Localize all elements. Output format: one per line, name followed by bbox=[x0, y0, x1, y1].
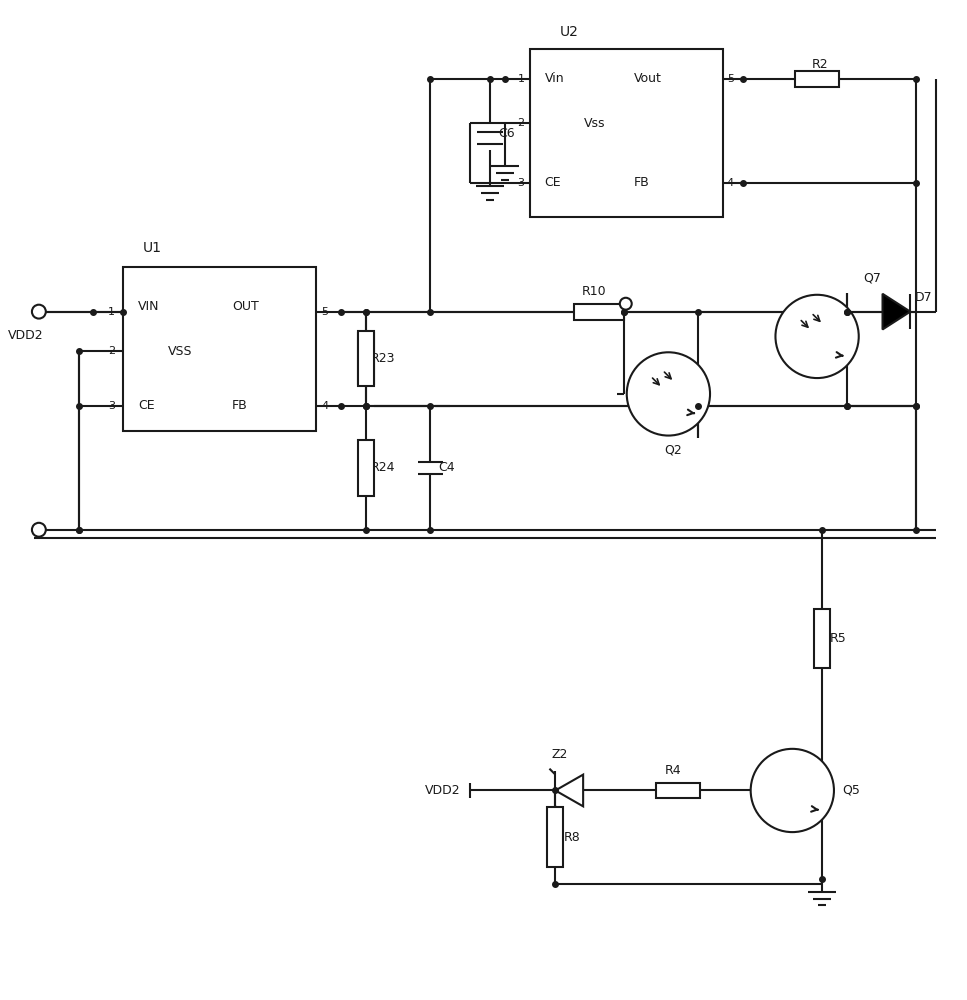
Text: R24: R24 bbox=[371, 461, 396, 474]
Text: R4: R4 bbox=[665, 764, 682, 777]
Text: Vout: Vout bbox=[633, 72, 661, 85]
Text: 4: 4 bbox=[321, 401, 329, 411]
Text: C6: C6 bbox=[498, 127, 514, 140]
Text: 1: 1 bbox=[517, 74, 525, 84]
Text: Vss: Vss bbox=[584, 117, 605, 130]
Bar bbox=[657, 783, 700, 798]
Bar bbox=[574, 304, 624, 320]
Circle shape bbox=[776, 295, 859, 378]
Text: Q5: Q5 bbox=[842, 784, 860, 797]
Text: R10: R10 bbox=[582, 285, 606, 298]
Polygon shape bbox=[555, 775, 583, 806]
Text: Vin: Vin bbox=[544, 72, 564, 85]
Text: 1: 1 bbox=[108, 307, 115, 317]
Bar bbox=[123, 267, 316, 431]
Bar bbox=[814, 609, 830, 668]
Text: Q7: Q7 bbox=[864, 272, 882, 285]
Text: C4: C4 bbox=[438, 461, 455, 474]
Text: 2: 2 bbox=[108, 346, 115, 356]
Circle shape bbox=[750, 749, 834, 832]
Circle shape bbox=[32, 305, 45, 319]
Text: R5: R5 bbox=[830, 632, 847, 645]
Text: 3: 3 bbox=[517, 178, 525, 188]
Text: 4: 4 bbox=[727, 178, 734, 188]
Text: FB: FB bbox=[232, 399, 248, 412]
Text: U2: U2 bbox=[559, 25, 578, 39]
Text: U1: U1 bbox=[143, 241, 161, 255]
Text: Q2: Q2 bbox=[664, 443, 683, 456]
Polygon shape bbox=[883, 294, 910, 329]
Circle shape bbox=[620, 298, 631, 310]
Text: VDD2: VDD2 bbox=[425, 784, 460, 797]
Bar bbox=[358, 440, 374, 496]
Circle shape bbox=[32, 523, 45, 537]
Text: VSS: VSS bbox=[167, 345, 192, 358]
Bar bbox=[795, 71, 839, 87]
Bar bbox=[530, 49, 723, 217]
Text: VDD2: VDD2 bbox=[8, 329, 44, 342]
Text: Z2: Z2 bbox=[551, 748, 568, 761]
Text: R2: R2 bbox=[812, 58, 829, 71]
Text: D7: D7 bbox=[915, 291, 933, 304]
Text: 3: 3 bbox=[108, 401, 115, 411]
Text: 5: 5 bbox=[321, 307, 329, 317]
Circle shape bbox=[627, 352, 710, 436]
Bar bbox=[547, 807, 564, 867]
Text: CE: CE bbox=[138, 399, 155, 412]
Text: FB: FB bbox=[633, 176, 650, 189]
Text: OUT: OUT bbox=[232, 300, 259, 313]
Text: R23: R23 bbox=[371, 352, 396, 365]
Text: R8: R8 bbox=[564, 831, 580, 844]
Text: VIN: VIN bbox=[138, 300, 160, 313]
Text: 5: 5 bbox=[727, 74, 734, 84]
Bar bbox=[358, 333, 374, 384]
Text: 2: 2 bbox=[517, 118, 525, 128]
Text: CE: CE bbox=[544, 176, 561, 189]
Bar bbox=[358, 331, 374, 386]
